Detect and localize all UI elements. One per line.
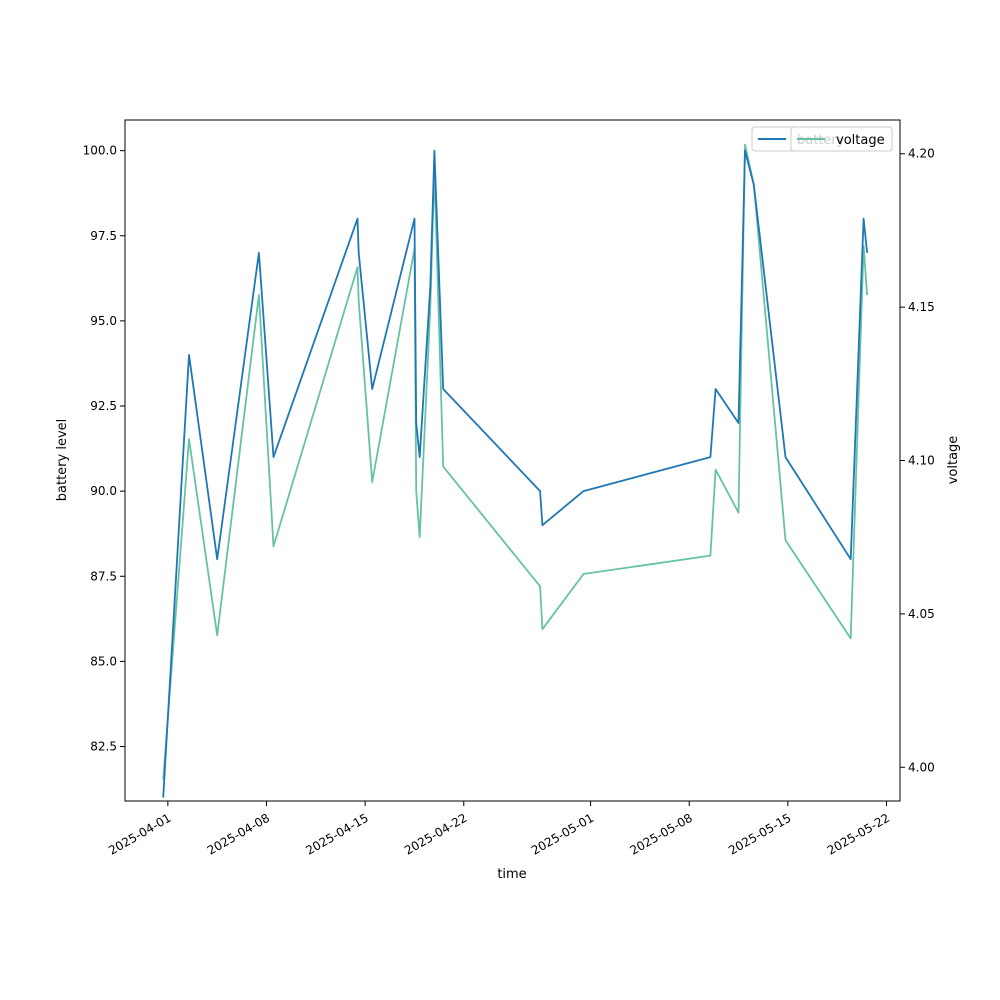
y-tick-label: 97.5 — [90, 229, 117, 243]
x-tick-label: 2025-05-01 — [529, 811, 596, 858]
y-tick-label: 92.5 — [90, 399, 117, 413]
y2-tick-label: 4.05 — [908, 607, 935, 621]
y-tick-label: 87.5 — [90, 569, 117, 583]
x-tick-label: 2025-05-22 — [825, 811, 892, 858]
y-tick-label: 100.0 — [83, 144, 117, 158]
y-tick-label: 82.5 — [90, 740, 117, 754]
series-layer — [162, 143, 868, 798]
series-line-battery — [162, 149, 868, 798]
y2-tick-label: 4.10 — [908, 454, 935, 468]
legend-label-voltage: voltage — [836, 133, 885, 148]
legend-voltage: voltage — [790, 126, 893, 152]
x-tick-label: 2025-05-15 — [726, 811, 793, 858]
y2-tick-label: 4.15 — [908, 300, 935, 314]
y-axis-label: battery level — [55, 419, 70, 502]
y2-tick-label: 4.00 — [908, 760, 935, 774]
x-tick-label: 2025-04-22 — [402, 811, 469, 858]
y2-tick-label: 4.20 — [908, 147, 935, 161]
y-tick-label: 90.0 — [90, 484, 117, 498]
x-tick-label: 2025-04-01 — [106, 811, 173, 858]
y-axis-left: 82.5 85.0 87.5 90.0 92.5 95.0 97.5 100.0 — [83, 144, 125, 754]
y-tick-label: 85.0 — [90, 654, 117, 668]
y-axis-right: 4.00 4.05 4.10 4.15 4.20 — [900, 147, 935, 774]
x-axis-label: time — [497, 867, 526, 882]
y2-axis-label: voltage — [946, 436, 961, 485]
x-tick-label: 2025-04-15 — [303, 811, 370, 858]
x-tick-label: 2025-04-08 — [205, 811, 272, 858]
plot-area — [125, 120, 900, 801]
x-tick-label: 2025-05-08 — [628, 811, 695, 858]
x-axis: 2025-04-01 2025-04-08 2025-04-15 2025-04-22… — [106, 801, 892, 858]
y-tick-label: 95.0 — [90, 314, 117, 328]
legend-box — [790, 126, 893, 152]
